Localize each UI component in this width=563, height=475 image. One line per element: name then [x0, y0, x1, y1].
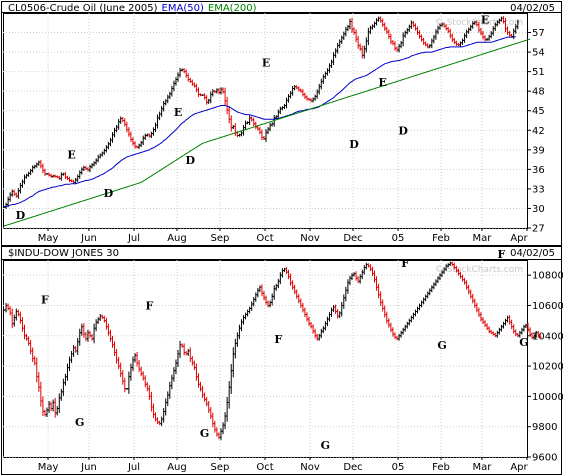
y-tick-label: 45	[532, 106, 545, 117]
x-tick-label: May	[38, 233, 59, 244]
pattern-label-f: F	[145, 299, 153, 312]
chart-title-part: CL0506-Crude Oil (June 2005)	[8, 3, 158, 14]
pattern-label-d: D	[349, 138, 359, 151]
y-tick-label: 57	[532, 28, 545, 39]
pattern-label-g: G	[200, 427, 209, 440]
x-tick-label: Feb	[432, 462, 450, 473]
crude-oil-panel: 27 30 33 36 39 42 45 48 51 54 57 May Jun Jul Aug Sep Oct…	[1, 1, 562, 246]
pattern-label-d: D	[104, 187, 114, 200]
x-tick-label: Jul	[127, 233, 140, 244]
x-tick-label: 05	[392, 233, 405, 244]
pattern-label-d: D	[398, 124, 408, 137]
price-bar	[516, 19, 519, 30]
pattern-label-f: F	[401, 257, 409, 270]
x-tick-label: Jun	[80, 233, 97, 244]
x-tick-label: Apr	[510, 233, 528, 244]
y-tick-label: 10000	[532, 392, 563, 403]
pattern-label-g: G	[437, 339, 446, 352]
x-tick-label: Jul	[127, 462, 140, 473]
x-tick-label: Oct	[256, 462, 273, 473]
x-tick-label: Jun	[80, 462, 97, 473]
x-tick-label: Mar	[473, 233, 493, 244]
x-tick-label: Nov	[300, 462, 320, 473]
panel-frame	[1, 246, 562, 475]
x-tick-label: Dec	[343, 233, 362, 244]
chart-date: 04/02/05	[510, 248, 555, 259]
x-tick-label: Feb	[432, 233, 450, 244]
pattern-label-d: D	[186, 154, 196, 167]
pattern-label-g: G	[75, 416, 84, 429]
pattern-label-e: E	[67, 148, 75, 161]
x-tick-label: Aug	[167, 462, 187, 473]
pattern-label-e: E	[174, 106, 182, 119]
y-tick-label: 42	[532, 126, 545, 137]
chart-title-part: EMA(50)	[162, 3, 204, 14]
dow-jones-panel: 9600 9800 10000 10200 10400 10600 10800 May Jun J…	[1, 246, 563, 475]
y-tick-label: 36	[532, 165, 545, 176]
x-tick-label: Aug	[167, 233, 187, 244]
chart-title-part: EMA(200)	[208, 3, 257, 14]
y-tick-label: 9600	[532, 453, 557, 464]
ema200-line	[3, 38, 531, 227]
x-tick-label: Mar	[473, 462, 493, 473]
watermark: © StockCharts.com	[435, 265, 523, 275]
y-tick-label: 51	[532, 67, 545, 78]
y-tick-label: 10800	[532, 271, 563, 282]
price-bar	[539, 334, 542, 339]
y-tick-label: 10200	[532, 362, 563, 373]
pattern-label-f: F	[274, 333, 282, 346]
x-tick-label: Dec	[343, 462, 362, 473]
y-tick-label: 33	[532, 184, 545, 195]
x-tick-label: May	[38, 462, 59, 473]
pattern-label-g: G	[519, 336, 528, 349]
x-tick-label: 05	[392, 462, 405, 473]
y-tick-label: 10600	[532, 301, 563, 312]
pattern-label-e: E	[262, 57, 270, 70]
y-tick-label: 9800	[532, 422, 557, 433]
pattern-label-e: E	[379, 76, 387, 89]
pattern-label-f: F	[41, 293, 49, 306]
ema50-line	[4, 36, 516, 207]
x-tick-label: Nov	[300, 233, 320, 244]
x-tick-label: Sep	[211, 462, 230, 473]
chart-date: 04/02/05	[510, 3, 555, 14]
y-tick-label: 30	[532, 204, 545, 215]
pattern-label-e: E	[481, 14, 489, 27]
y-tick-label: 27	[532, 224, 545, 235]
y-tick-label: 48	[532, 87, 545, 98]
pattern-label-g: G	[321, 439, 330, 452]
y-tick-label: 39	[532, 145, 545, 156]
chart-title-part: $INDU-DOW JONES 30	[8, 248, 119, 259]
pattern-label-d: D	[16, 209, 26, 222]
y-tick-label: 10400	[532, 331, 563, 342]
x-tick-label: Oct	[256, 233, 273, 244]
x-tick-label: Sep	[211, 233, 230, 244]
x-tick-label: Apr	[510, 462, 528, 473]
pattern-label-f: F	[498, 248, 506, 261]
panel-frame	[1, 1, 562, 246]
y-tick-label: 54	[532, 48, 545, 59]
